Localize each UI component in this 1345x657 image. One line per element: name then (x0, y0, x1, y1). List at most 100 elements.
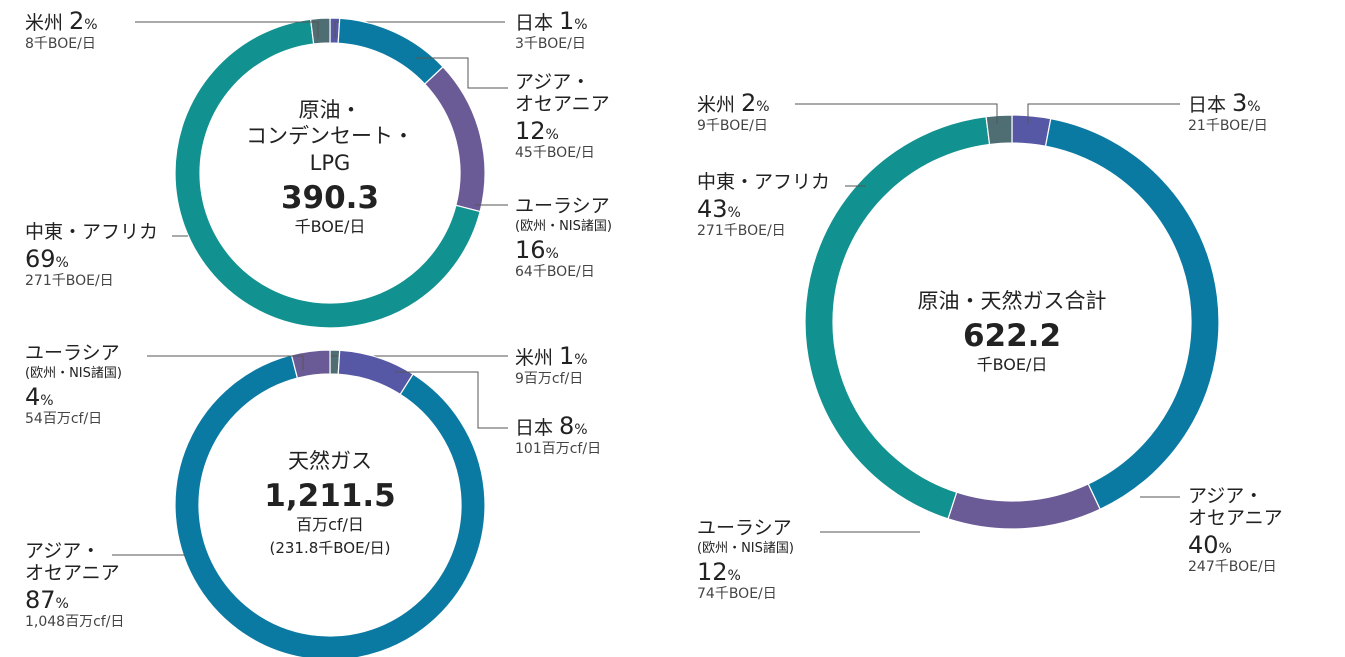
center-total: 622.2 (962, 318, 1062, 355)
donut-slice (309, 17, 331, 45)
category-label: アジア・ オセアニア (25, 540, 120, 584)
leader-line (415, 57, 508, 89)
center-title: 天然ガス (288, 449, 372, 473)
percent-unit: % (1247, 99, 1261, 115)
category-label: 中東・アフリカ (25, 221, 159, 243)
percent-unit: % (84, 17, 98, 33)
percent-value: 12 (697, 557, 728, 586)
center-unit: 千BOE/日 (976, 355, 1048, 375)
donut-slice (174, 354, 486, 657)
leader-line (395, 371, 508, 429)
percent-value: 69 (25, 244, 56, 273)
slice-label: 米州 2% 9千BOE/日 (697, 89, 770, 134)
percent-label: 43% (697, 194, 830, 224)
category-label: 日本 (515, 417, 554, 439)
percent-value: 4 (25, 382, 41, 411)
leader-line (795, 103, 998, 124)
slice-label: 日本 3% 21千BOE/日 (1188, 89, 1268, 134)
percent-value: 8 (559, 412, 575, 440)
percent-value: 1 (559, 342, 575, 370)
percent-value: 87 (25, 585, 56, 614)
slice-label: ユーラシア (欧州・NIS諸国) 4% 54百万cf/日 (25, 342, 122, 428)
category-label: 日本 (515, 12, 554, 34)
percent-value: 3 (1232, 89, 1248, 117)
amount-label: 9千BOE/日 (697, 117, 768, 134)
category-note: (欧州・NIS諸国) (515, 218, 612, 234)
leader-line (147, 355, 304, 370)
leader-line (334, 21, 505, 38)
percent-value: 43 (697, 194, 728, 223)
center-total: 1,211.5 (264, 478, 396, 515)
category-label: ユーラシア (515, 195, 610, 217)
percent-unit: % (40, 392, 54, 409)
donut-slice (337, 17, 444, 85)
amount-label: 101百万cf/日 (515, 440, 602, 457)
amount-label: 247千BOE/日 (1188, 559, 1277, 576)
category-label: ユーラシア (697, 517, 792, 539)
center-title: 原油・天然ガス合計 (917, 289, 1107, 313)
amount-label: 9百万cf/日 (515, 370, 584, 387)
amount-label: 45千BOE/日 (515, 145, 595, 162)
percent-unit: % (574, 352, 588, 368)
percent-value: 40 (1188, 530, 1219, 559)
category-label: 日本 (1188, 94, 1227, 116)
percent-label: 12% (515, 116, 610, 146)
amount-label: 271千BOE/日 (697, 223, 786, 240)
leader-line (1027, 103, 1180, 124)
category-label: 中東・アフリカ (697, 171, 831, 193)
slice-label: 中東・アフリカ 43% 271千BOE/日 (697, 171, 831, 240)
center-title: 原油・ コンデンセート・ LPG (246, 98, 414, 175)
amount-label: 8千BOE/日 (25, 35, 96, 52)
percent-unit: % (574, 17, 588, 33)
amount-label: 21千BOE/日 (1188, 117, 1268, 134)
amount-label: 1,048百万cf/日 (25, 614, 125, 631)
percent-value: 1 (559, 7, 575, 35)
percent-label: 4% (25, 382, 122, 412)
percent-label: 8% (559, 412, 588, 440)
center-text: 原油・天然ガス合計 622.2 千BOE/日 (918, 288, 1107, 375)
percent-unit: % (727, 567, 741, 584)
amount-label: 271千BOE/日 (25, 273, 114, 290)
center-text: 天然ガス 1,211.5 百万cf/日 (231.8千BOE/日) (264, 448, 395, 558)
percent-unit: % (55, 254, 69, 271)
slice-label: アジア・ オセアニア 40% 247千BOE/日 (1188, 485, 1283, 576)
percent-unit: % (545, 245, 559, 262)
percent-label: 40% (1188, 530, 1283, 560)
donut-slice (985, 114, 1013, 146)
category-label: アジア・ オセアニア (1188, 485, 1283, 529)
donut-slice (290, 349, 331, 379)
percent-label: 1% (559, 342, 588, 370)
category-label: 米州 (515, 347, 554, 369)
category-label: 米州 (697, 94, 736, 116)
category-label: 米州 (25, 12, 64, 34)
center-note: (231.8千BOE/日) (269, 539, 391, 558)
donut-slice (423, 66, 486, 213)
percent-value: 2 (741, 89, 757, 117)
slice-label: アジア・ オセアニア 12% 45千BOE/日 (515, 71, 610, 162)
percent-unit: % (1218, 540, 1232, 557)
center-text: 原油・ コンデンセート・ LPG 390.3 千BOE/日 (246, 97, 414, 237)
slice-label: 米州 1% 9百万cf/日 (515, 342, 588, 387)
percent-label: 12% (697, 557, 794, 587)
percent-unit: % (55, 595, 69, 612)
leader-line (135, 21, 319, 38)
donut-slice (174, 18, 481, 329)
percent-label: 69% (25, 244, 158, 274)
percent-unit: % (545, 126, 559, 143)
slice-label: 日本 1% 3千BOE/日 (515, 7, 588, 52)
category-label: ユーラシア (25, 342, 120, 364)
category-label: アジア・ オセアニア (515, 71, 610, 115)
amount-label: 64千BOE/日 (515, 264, 595, 281)
percent-unit: % (727, 204, 741, 221)
slice-label: 日本 8% 101百万cf/日 (515, 412, 602, 457)
percent-value: 12 (515, 116, 546, 145)
amount-label: 54百万cf/日 (25, 411, 103, 428)
amount-label: 74千BOE/日 (697, 586, 777, 603)
percent-unit: % (574, 422, 588, 438)
slice-label: 米州 2% 8千BOE/日 (25, 7, 98, 52)
percent-label: 2% (69, 7, 98, 35)
center-unit: 百万cf/日 (296, 515, 364, 535)
percent-unit: % (756, 99, 770, 115)
percent-label: 87% (25, 585, 124, 615)
